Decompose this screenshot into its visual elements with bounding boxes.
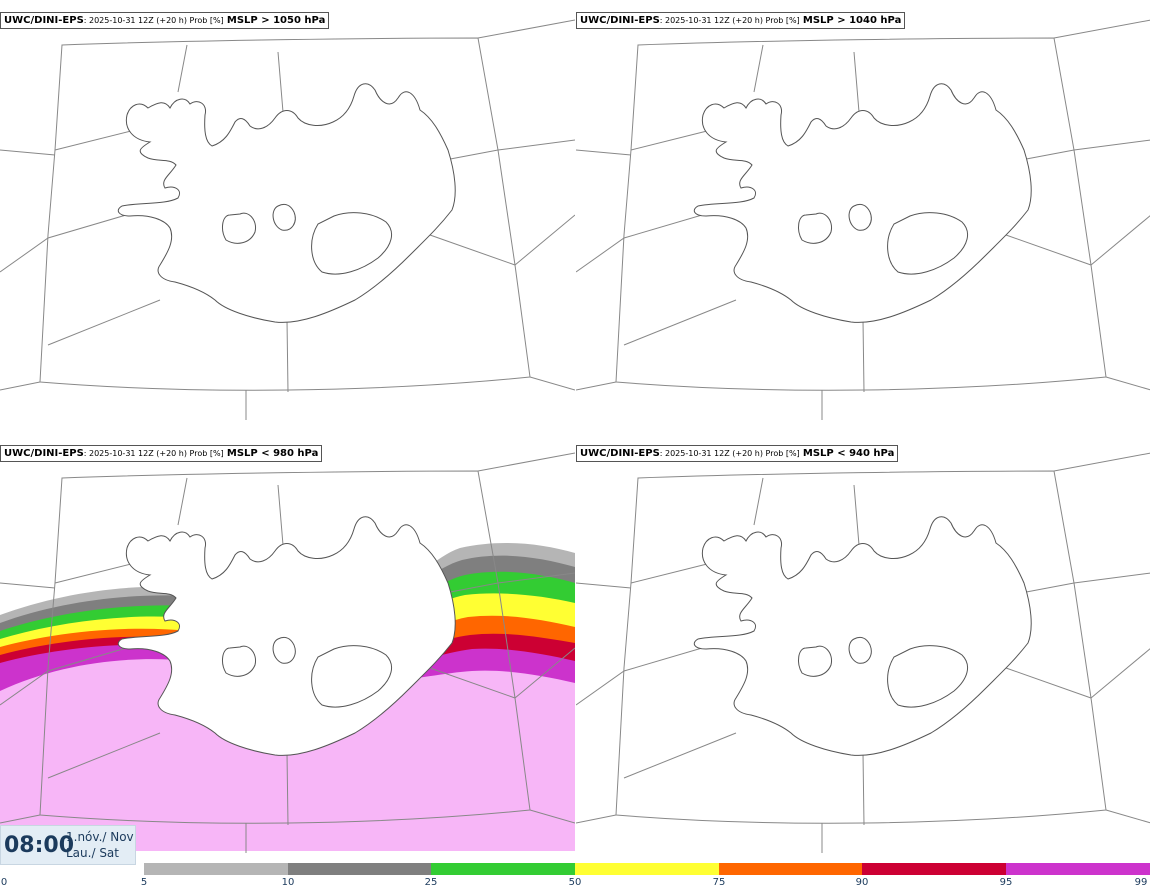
- map-panel-mslp-gt-1040: UWC/DINI-EPS: 2025-10-31 12Z (+20 h) Pro…: [576, 0, 1150, 430]
- valid-time-box: 08:00 1.nóv./ Nov Lau./ Sat: [0, 825, 136, 865]
- map-panel-mslp-lt-940: UWC/DINI-EPS: 2025-10-31 12Z (+20 h) Pro…: [576, 433, 1150, 863]
- colorbar-seg-50-75: [575, 863, 719, 875]
- colorbar-tick: 25: [424, 877, 438, 888]
- colorbar-tick: 90: [855, 877, 869, 888]
- panel-title: UWC/DINI-EPS: 2025-10-31 12Z (+20 h) Pro…: [0, 12, 330, 29]
- colorbar-tick: 99: [1134, 877, 1148, 888]
- colorbar-tick: 75: [712, 877, 726, 888]
- colorbar-seg-25-50: [431, 863, 575, 875]
- colorbar-seg-10-25: [288, 863, 431, 875]
- panel-title: UWC/DINI-EPS: 2025-10-31 12Z (+20 h) Pro…: [576, 445, 899, 462]
- valid-time-clock: 08:00: [4, 833, 75, 858]
- colorbar-tick: 10: [281, 877, 295, 888]
- map-canvas: [576, 452, 1150, 854]
- colorbar-seg-90-95: [862, 863, 1006, 875]
- valid-date-line2: Lau./ Sat: [66, 846, 119, 860]
- panel-title: UWC/DINI-EPS: 2025-10-31 12Z (+20 h) Pro…: [576, 12, 906, 29]
- map-panel-mslp-lt-980: UWC/DINI-EPS: 2025-10-31 12Z (+20 h) Pro…: [0, 433, 575, 863]
- colorbar-tick: 95: [999, 877, 1013, 888]
- panel-title: UWC/DINI-EPS: 2025-10-31 12Z (+20 h) Pro…: [0, 445, 323, 462]
- valid-date-line1: 1.nóv./ Nov: [66, 830, 134, 844]
- colorbar-tick: 5: [140, 877, 148, 888]
- colorbar-seg-5-10: [144, 863, 288, 875]
- map-panel-mslp-gt-1050: UWC/DINI-EPS: 2025-10-31 12Z (+20 h) Pro…: [0, 0, 575, 430]
- map-canvas: [576, 19, 1150, 421]
- map-canvas: [0, 19, 575, 421]
- map-canvas: [0, 452, 575, 854]
- colorbar-seg-75-90: [719, 863, 862, 875]
- colorbar-tick: 0: [0, 877, 8, 888]
- colorbar-tick: 50: [568, 877, 582, 888]
- colorbar-seg-95-99: [1006, 863, 1150, 875]
